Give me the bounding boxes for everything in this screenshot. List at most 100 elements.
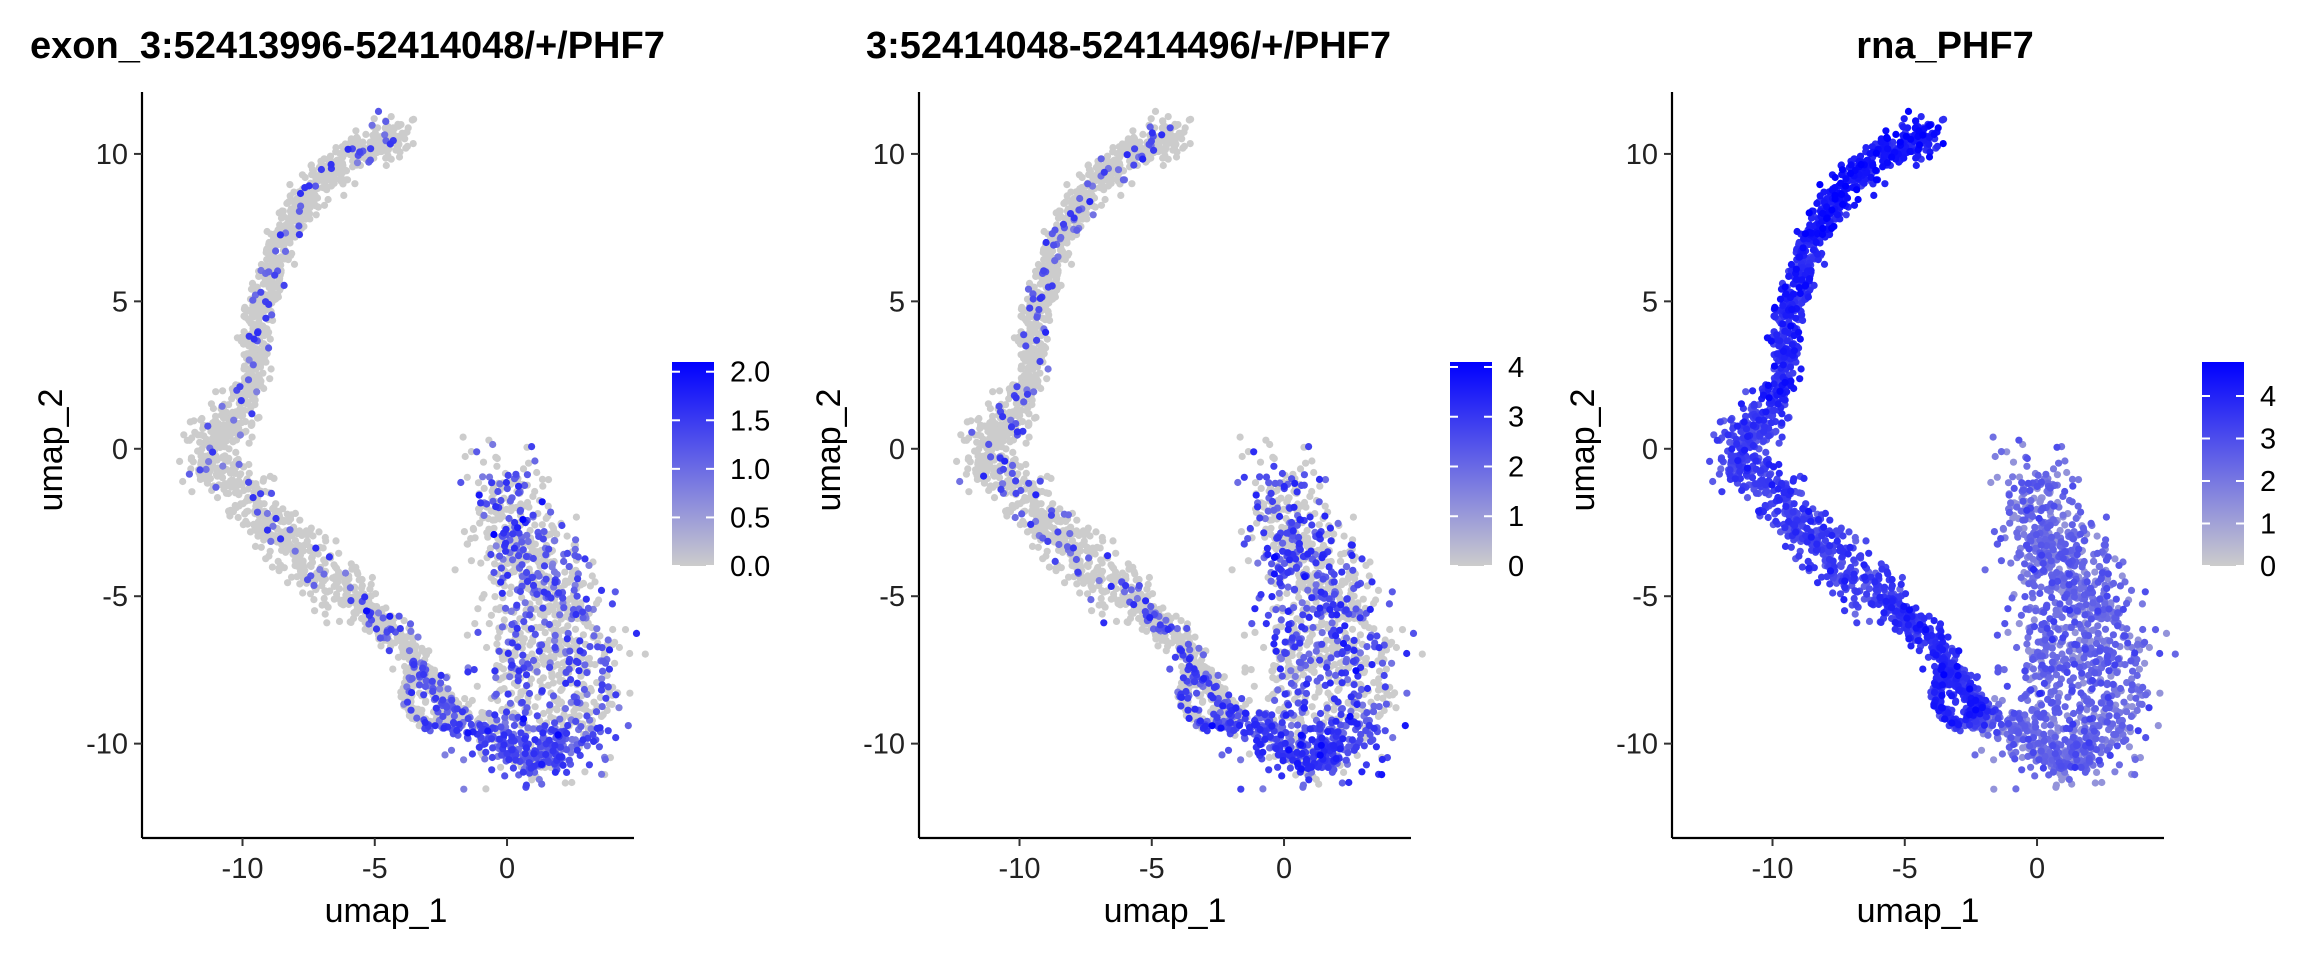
cell-point [598,587,605,594]
cell-point [381,131,388,138]
cell-point [1386,626,1393,633]
cell-point [220,435,227,442]
cell-point [241,306,248,313]
cell-point [293,216,300,223]
cell-point [247,528,254,535]
cell-point [506,673,513,680]
cell-point [345,146,352,153]
cell-point [515,667,522,674]
cell-point [1148,115,1155,122]
cell-point [198,415,205,422]
cell-point [543,515,550,522]
cell-point [253,388,260,395]
cell-point [497,497,504,504]
cell-point [227,483,234,490]
cell-point [488,766,495,773]
cell-point [523,744,530,751]
cell-point [272,281,279,288]
cell-point [312,175,319,182]
cell-point [572,546,579,553]
cell-point [596,743,603,750]
cell-point [368,592,375,599]
cell-point [606,646,613,653]
cell-point [633,630,640,637]
cell-point [977,422,984,429]
cell-point [462,453,469,460]
cell-point [252,543,259,550]
cell-point [530,725,537,732]
cell-point [323,173,330,180]
cell-point [444,685,451,692]
cell-point [439,696,446,703]
cell-point [539,483,546,490]
cell-point [585,562,592,569]
cell-point [556,753,563,760]
cell-point [265,344,272,351]
cell-point [539,729,546,736]
cell-point [1058,564,1065,571]
cell-point [272,247,279,254]
cell-point [605,636,612,643]
cell-point [310,596,317,603]
cell-point [232,489,239,496]
cell-point [996,387,1003,394]
cell-point [574,593,581,600]
cell-point [249,280,256,287]
cell-point [208,400,215,407]
cell-point [520,715,527,722]
cell-point [1010,504,1017,511]
cell-point [572,626,579,633]
cell-point [514,524,521,531]
cell-point [298,570,305,577]
cell-point [318,166,325,173]
cell-point [520,546,527,553]
cell-point [282,248,289,255]
cell-point [241,510,248,517]
cell-point [359,582,366,589]
cell-point [1078,542,1085,549]
cell-point [494,488,501,495]
cell-point [317,158,324,165]
cell-point [509,556,516,563]
cell-point [541,528,548,535]
cell-point [554,661,561,668]
cell-point [414,706,421,713]
cell-point [502,540,509,547]
cell-point [593,708,600,715]
cell-point [576,637,583,644]
cell-point [254,520,261,527]
cell-point [321,202,328,209]
cell-point [583,669,590,676]
cell-point [488,735,495,742]
cell-point [565,658,572,665]
cell-point [387,140,394,147]
cell-point [512,757,519,764]
cell-point [377,634,384,641]
cell-point [486,620,493,627]
cell-point [560,604,567,611]
cell-point [509,639,516,646]
cell-point [550,527,557,534]
cell-point [382,118,389,125]
cell-point [574,575,581,582]
cell-point [575,553,582,560]
cell-point [490,531,497,538]
cell-point [419,665,426,672]
cell-point [491,593,498,600]
cell-point [212,388,219,395]
cell-point [530,582,537,589]
cell-point [292,537,299,544]
cell-point [452,566,459,573]
cell-point [574,747,581,754]
cell-point [545,546,552,553]
cell-point [219,387,226,394]
cell-point [292,548,299,555]
cell-point [402,145,409,152]
cell-point [484,727,491,734]
cell-point [586,761,593,768]
cell-point [296,208,303,215]
colorbar-label: 2.0 [730,357,770,389]
cell-point [327,153,334,160]
